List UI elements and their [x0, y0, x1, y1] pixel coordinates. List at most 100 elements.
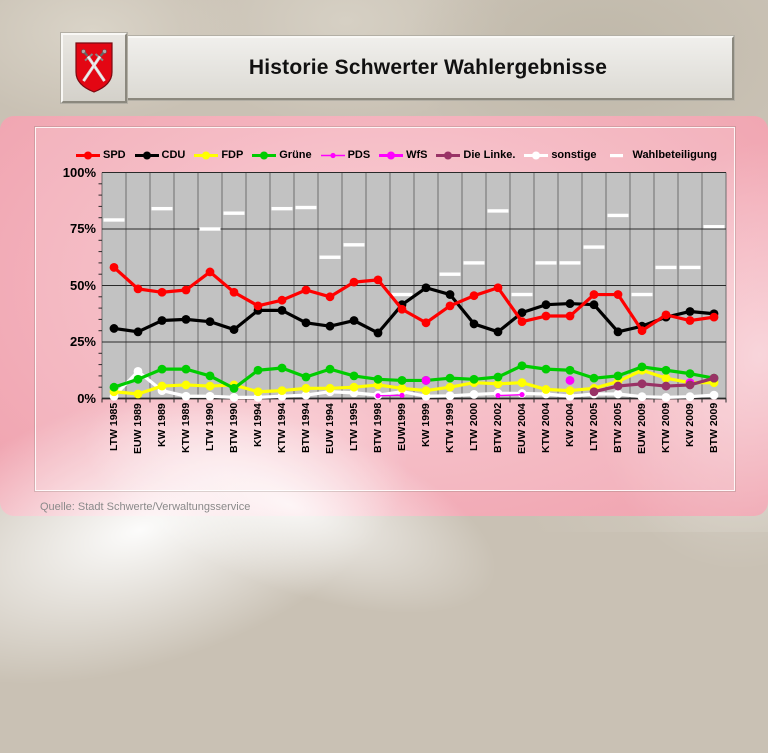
series-grüne-point: [277, 363, 287, 373]
x-axis-label: BTW 1994: [300, 403, 312, 454]
x-axis-label: LTW 1995: [348, 403, 360, 452]
x-axis-label: KW 1994: [252, 403, 264, 447]
series-fdp-point: [181, 380, 191, 390]
series-fdp-point: [349, 382, 359, 392]
series-fdp-point: [421, 386, 431, 395]
series-fdp-point: [157, 381, 167, 391]
series-cdu-point: [277, 305, 287, 315]
legend-swatch-wahlbeteiligung-icon: [610, 153, 624, 157]
series-cdu-point: [445, 290, 455, 299]
series-die-linke-line: [592, 376, 716, 394]
x-axis-label: KTW 1994: [276, 403, 288, 454]
series-spd-point: [421, 318, 431, 328]
legend-label: CDU: [161, 149, 186, 161]
series-sonstige-point: [613, 389, 623, 399]
series-spd-point: [709, 312, 719, 322]
series-sonstige-point: [661, 392, 671, 402]
x-axis-label: LTW 2000: [468, 403, 480, 452]
series-wahlbeteiligung-dash-marker: [463, 261, 485, 265]
series-wahlbeteiligung-dash-marker: [607, 213, 629, 218]
series-grüne-point: [397, 376, 407, 385]
legend-item-pds: PDS: [320, 149, 370, 162]
series-fdp-point: [301, 383, 311, 393]
series-spd-point: [301, 285, 311, 295]
series-sonstige-point: [301, 390, 311, 400]
legend-label: sonstige: [551, 149, 597, 161]
series-grüne-point: [133, 374, 143, 384]
series-sonstige-point: [229, 392, 239, 402]
series-grüne-point: [325, 364, 335, 374]
series-wahlbeteiligung-dash-marker: [199, 227, 221, 231]
series-grüne-point: [109, 382, 119, 392]
series-spd-point: [469, 291, 479, 301]
series-grüne-point: [181, 364, 191, 374]
series-wahlbeteiligung-dash-marker: [511, 292, 533, 297]
series-cdu-point: [589, 300, 599, 310]
series-wahlbeteiligung-dash-marker: [319, 255, 341, 259]
series-fdp-point: [397, 383, 407, 393]
series-cdu-point: [493, 327, 503, 337]
source-caption: Quelle: Stadt Schwerte/Verwaltungsservic…: [40, 501, 251, 513]
series-spd-point: [181, 285, 191, 295]
series-fdp-point: [205, 381, 215, 391]
series-grüne-point: [613, 371, 623, 381]
legend-item-grüne: Grüne: [251, 149, 312, 162]
election-results-line-chart: [98, 172, 727, 403]
series-wahlbeteiligung-dash-marker: [439, 272, 461, 276]
series-spd-point: [493, 283, 503, 293]
series-grüne-point: [205, 371, 215, 381]
series-spd-point: [541, 311, 551, 321]
series-wahlbeteiligung-dash-marker: [271, 206, 293, 211]
series-wahlbeteiligung-dash-marker: [487, 209, 509, 213]
legend-swatch-die-linke-icon: [436, 151, 461, 159]
series-cdu-point: [517, 308, 527, 318]
series-wahlbeteiligung-dash-marker: [655, 265, 677, 270]
series-grüne-point: [373, 374, 383, 384]
y-axis-label: 50%: [69, 277, 96, 293]
series-wahlbeteiligung-dash-marker: [295, 205, 317, 210]
series-sonstige-point: [445, 391, 455, 401]
schwerte-coat-of-arms-icon: [75, 42, 113, 93]
x-axis-label: BTW 2002: [492, 403, 504, 454]
series-grüne-point: [469, 374, 479, 384]
series-cdu-point: [565, 299, 575, 308]
y-axis-label: 75%: [69, 221, 96, 236]
series-wahlbeteiligung-dash-marker: [679, 265, 701, 270]
series-pds-line: [377, 393, 523, 397]
legend-swatch-pds-icon: [320, 152, 345, 158]
legend-label: SPD: [103, 149, 126, 161]
page-title: Historie Schwerter Wahlergebnisse: [248, 56, 608, 79]
series-spd-point: [637, 326, 647, 336]
x-axis-label: EUW 1994: [324, 403, 336, 454]
series-cdu-point: [205, 317, 215, 327]
series-fdp-point: [517, 378, 527, 388]
series-spd-point: [373, 275, 383, 285]
title-bar: Historie Schwerter Wahlergebnisse: [82, 36, 734, 100]
series-cdu-point: [301, 318, 311, 328]
series-die-linke-point: [613, 381, 623, 391]
series-die-linke-point: [589, 387, 599, 397]
series-spd-line: [112, 265, 716, 333]
series-spd-point: [325, 292, 335, 302]
series-wahlbeteiligung-dash-marker: [391, 292, 413, 297]
series-spd-point: [253, 301, 263, 311]
crest-panel: [61, 33, 127, 103]
legend-label: Die Linke.: [463, 149, 516, 161]
legend-swatch-grüne-icon: [252, 151, 277, 159]
chart-legend: SPD CDU FDP Grüne PDS WfS Die Linke. sonstige Wa…: [75, 146, 717, 164]
y-axis-label: 25%: [69, 334, 96, 349]
series-die-linke-point: [661, 381, 671, 391]
series-fdp-point: [541, 385, 551, 394]
series-cdu-point: [541, 300, 551, 310]
series-wahlbeteiligung-dash-marker: [223, 211, 245, 215]
series-wahlbeteiligung-dash-marker: [343, 243, 365, 247]
series-grüne-point: [445, 373, 455, 383]
x-axis-label: KTW 2004: [540, 403, 552, 454]
series-spd-point: [277, 295, 287, 305]
legend-swatch-wfs-icon: [379, 151, 404, 159]
x-axis-label: KW 2004: [564, 403, 576, 447]
legend-item-wfs: WfS: [378, 149, 428, 162]
series-cdu-point: [157, 316, 167, 325]
series-spd-point: [565, 311, 575, 321]
series-wfs-point: [565, 376, 575, 385]
